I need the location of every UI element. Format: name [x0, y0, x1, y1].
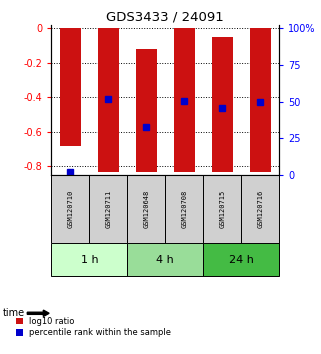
Bar: [60, 28, 81, 146]
Bar: [174, 28, 195, 172]
Bar: [127, 243, 203, 276]
Text: GSM120708: GSM120708: [181, 190, 187, 228]
Text: GSM120648: GSM120648: [143, 190, 149, 228]
Bar: [51, 243, 127, 276]
Text: GSM120710: GSM120710: [67, 190, 74, 228]
Text: GSM120711: GSM120711: [105, 190, 111, 228]
Bar: [212, 37, 233, 172]
Bar: [203, 243, 279, 276]
Text: 24 h: 24 h: [229, 255, 254, 265]
Bar: [127, 175, 165, 243]
Bar: [250, 28, 271, 172]
Legend: log10 ratio, percentile rank within the sample: log10 ratio, percentile rank within the …: [16, 317, 171, 337]
Title: GDS3433 / 24091: GDS3433 / 24091: [107, 11, 224, 24]
Text: 1 h: 1 h: [81, 255, 98, 265]
Text: GSM120716: GSM120716: [257, 190, 263, 228]
Bar: [241, 175, 279, 243]
Text: time: time: [3, 308, 25, 318]
Text: GSM120715: GSM120715: [219, 190, 225, 228]
Bar: [51, 175, 89, 243]
Bar: [89, 175, 127, 243]
Bar: [165, 175, 203, 243]
Bar: [136, 49, 157, 172]
Text: 4 h: 4 h: [156, 255, 174, 265]
Bar: [98, 28, 119, 172]
Bar: [203, 175, 241, 243]
